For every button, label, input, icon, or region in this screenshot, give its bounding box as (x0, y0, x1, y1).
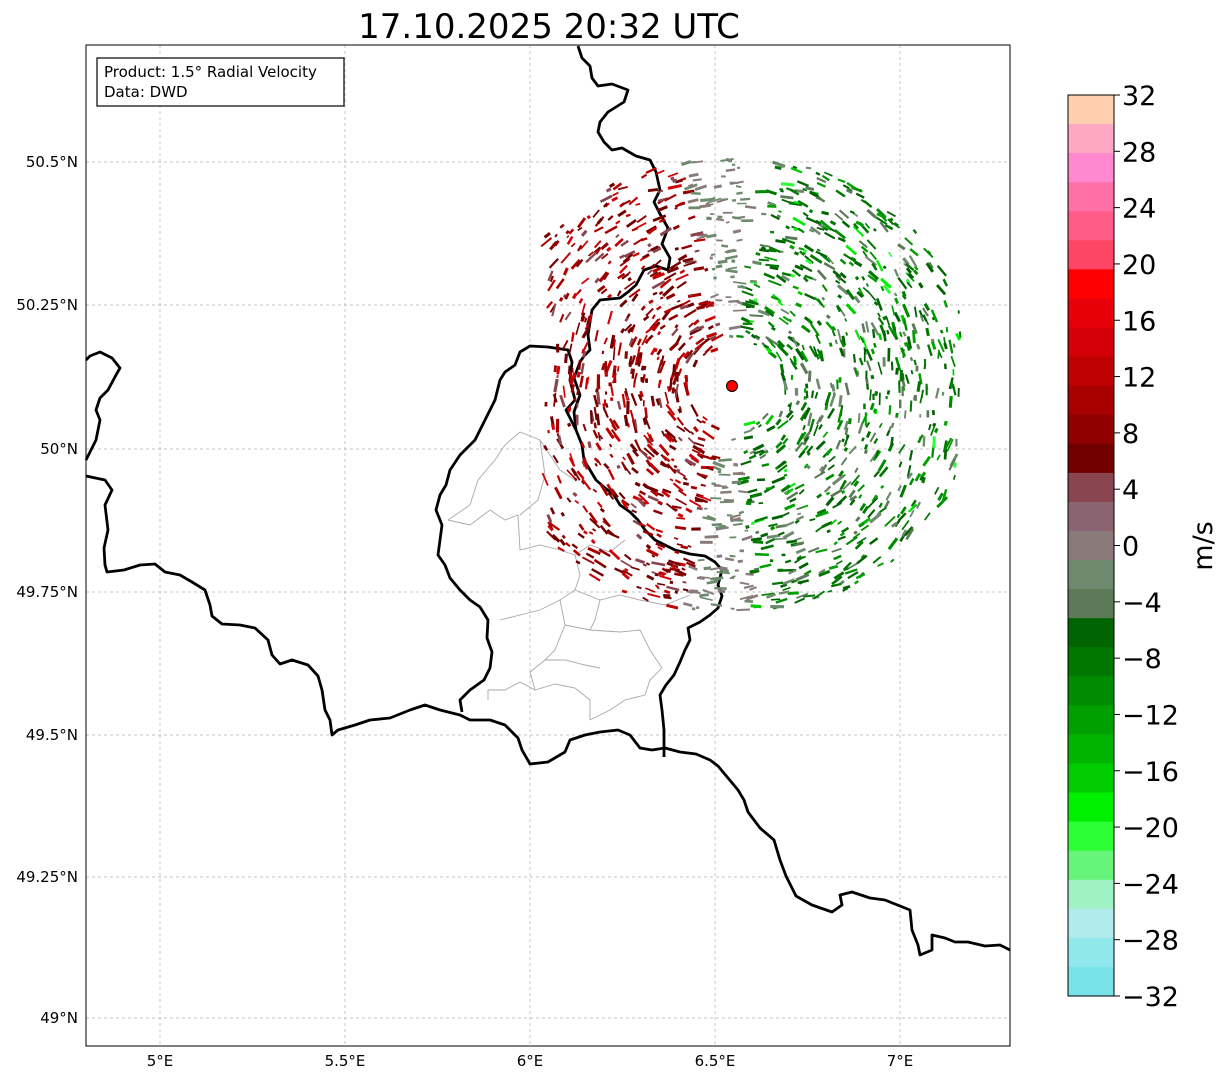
colorbar-swatch (1068, 501, 1114, 532)
colorbar-tick-label: 32 (1122, 81, 1156, 112)
map-area (86, 45, 1010, 1046)
lat-tick-labels: 50.5°N 50.25°N 50°N 49.75°N 49.5°N 49.25… (16, 153, 78, 1027)
info-box: Product: 1.5° Radial Velocity Data: DWD (96, 57, 345, 107)
colorbar-tick-label: 16 (1122, 306, 1156, 337)
colorbar-tick-label: 0 (1122, 532, 1139, 563)
country-borders (84, 45, 1011, 957)
colorbar-swatch (1068, 734, 1114, 765)
colorbar-swatch (1068, 560, 1114, 590)
colorbar-tick-label: −28 (1122, 926, 1179, 957)
lat-tick-label: 49.5°N (26, 726, 78, 744)
colorbar-swatch (1068, 618, 1114, 648)
colorbar-tick-label: −32 (1122, 982, 1179, 1013)
colorbar-tick-label: −24 (1122, 869, 1179, 900)
colorbar-swatch (1068, 327, 1114, 358)
colorbar-swatch (1068, 937, 1114, 968)
colorbar-swatch (1068, 676, 1114, 706)
colorbar-swatch (1068, 182, 1114, 212)
colorbar-tick-label: 12 (1122, 363, 1156, 394)
lon-tick-label: 5°E (147, 1052, 174, 1070)
figure-title: 17.10.2025 20:32 UTC (358, 7, 740, 47)
colorbar: 32 28 24 20 16 12 8 4 0 −4 −8 −12 −16 −20 −24 −28 −32 m/… (1067, 81, 1219, 1013)
colorbar-swatch (1068, 705, 1114, 736)
colorbar-tick-label: −20 (1122, 813, 1179, 844)
lon-tick-label: 7°E (887, 1052, 914, 1070)
lat-tick-label: 50°N (40, 440, 78, 458)
colorbar-swatch (1068, 153, 1114, 183)
lat-tick-label: 50.5°N (26, 153, 78, 171)
colorbar-swatch (1068, 850, 1114, 881)
info-product: Product: 1.5° Radial Velocity (104, 63, 317, 81)
colorbar-swatch (1068, 385, 1114, 416)
colorbar-swatch (1068, 443, 1114, 474)
colorbar-tick-label: −12 (1122, 700, 1179, 731)
colorbar-swatch (1068, 298, 1114, 329)
lat-tick-label: 49.25°N (16, 868, 78, 886)
admin-boundaries (447, 431, 691, 721)
colorbar-swatch (1068, 414, 1114, 445)
colorbar-tick-label: 20 (1122, 250, 1156, 281)
radar-site-marker (726, 380, 738, 392)
colorbar-swatch (1068, 966, 1114, 997)
colorbar-swatch (1068, 647, 1114, 677)
colorbar-swatch (1068, 269, 1114, 300)
info-data-source: Data: DWD (104, 83, 188, 101)
radar-velocity-echoes (540, 157, 962, 612)
colorbar-swatch (1068, 356, 1114, 387)
lat-tick-label: 49.75°N (16, 583, 78, 601)
colorbar-swatch (1068, 211, 1114, 241)
lon-tick-label: 6.5°E (695, 1052, 736, 1070)
colorbar-unit-label: m/s (1188, 521, 1219, 570)
colorbar-swatch (1068, 821, 1114, 852)
colorbar-swatch (1068, 879, 1114, 910)
colorbar-tick-label: 28 (1122, 137, 1156, 168)
colorbar-swatch (1068, 124, 1114, 154)
colorbar-ticks: 32 28 24 20 16 12 8 4 0 −4 −8 −12 −16 −20 −24 −28 −32 (1114, 81, 1179, 1013)
colorbar-swatch (1068, 472, 1114, 503)
colorbar-tick-label: −16 (1122, 757, 1179, 788)
colorbar-tick-label: 8 (1122, 419, 1139, 450)
lon-tick-labels: 5°E 5.5°E 6°E 6.5°E 7°E (147, 1052, 914, 1070)
colorbar-swatch (1068, 908, 1114, 939)
colorbar-swatches (1068, 95, 1114, 997)
colorbar-swatch (1068, 530, 1114, 561)
colorbar-tick-label: 24 (1122, 194, 1156, 225)
lon-tick-label: 6°E (517, 1052, 544, 1070)
colorbar-tick-label: −4 (1122, 588, 1162, 619)
colorbar-tick-label: 4 (1122, 475, 1139, 506)
colorbar-tick-label: −8 (1122, 644, 1162, 675)
colorbar-swatch (1068, 763, 1114, 794)
map-frame (85, 44, 1011, 1047)
lon-tick-label: 5.5°E (325, 1052, 366, 1070)
colorbar-swatch (1068, 589, 1114, 619)
colorbar-swatch (1068, 95, 1114, 125)
colorbar-swatch (1068, 792, 1114, 823)
lat-tick-label: 49°N (40, 1009, 78, 1027)
lat-tick-label: 50.25°N (16, 296, 78, 314)
colorbar-swatch (1068, 240, 1114, 270)
